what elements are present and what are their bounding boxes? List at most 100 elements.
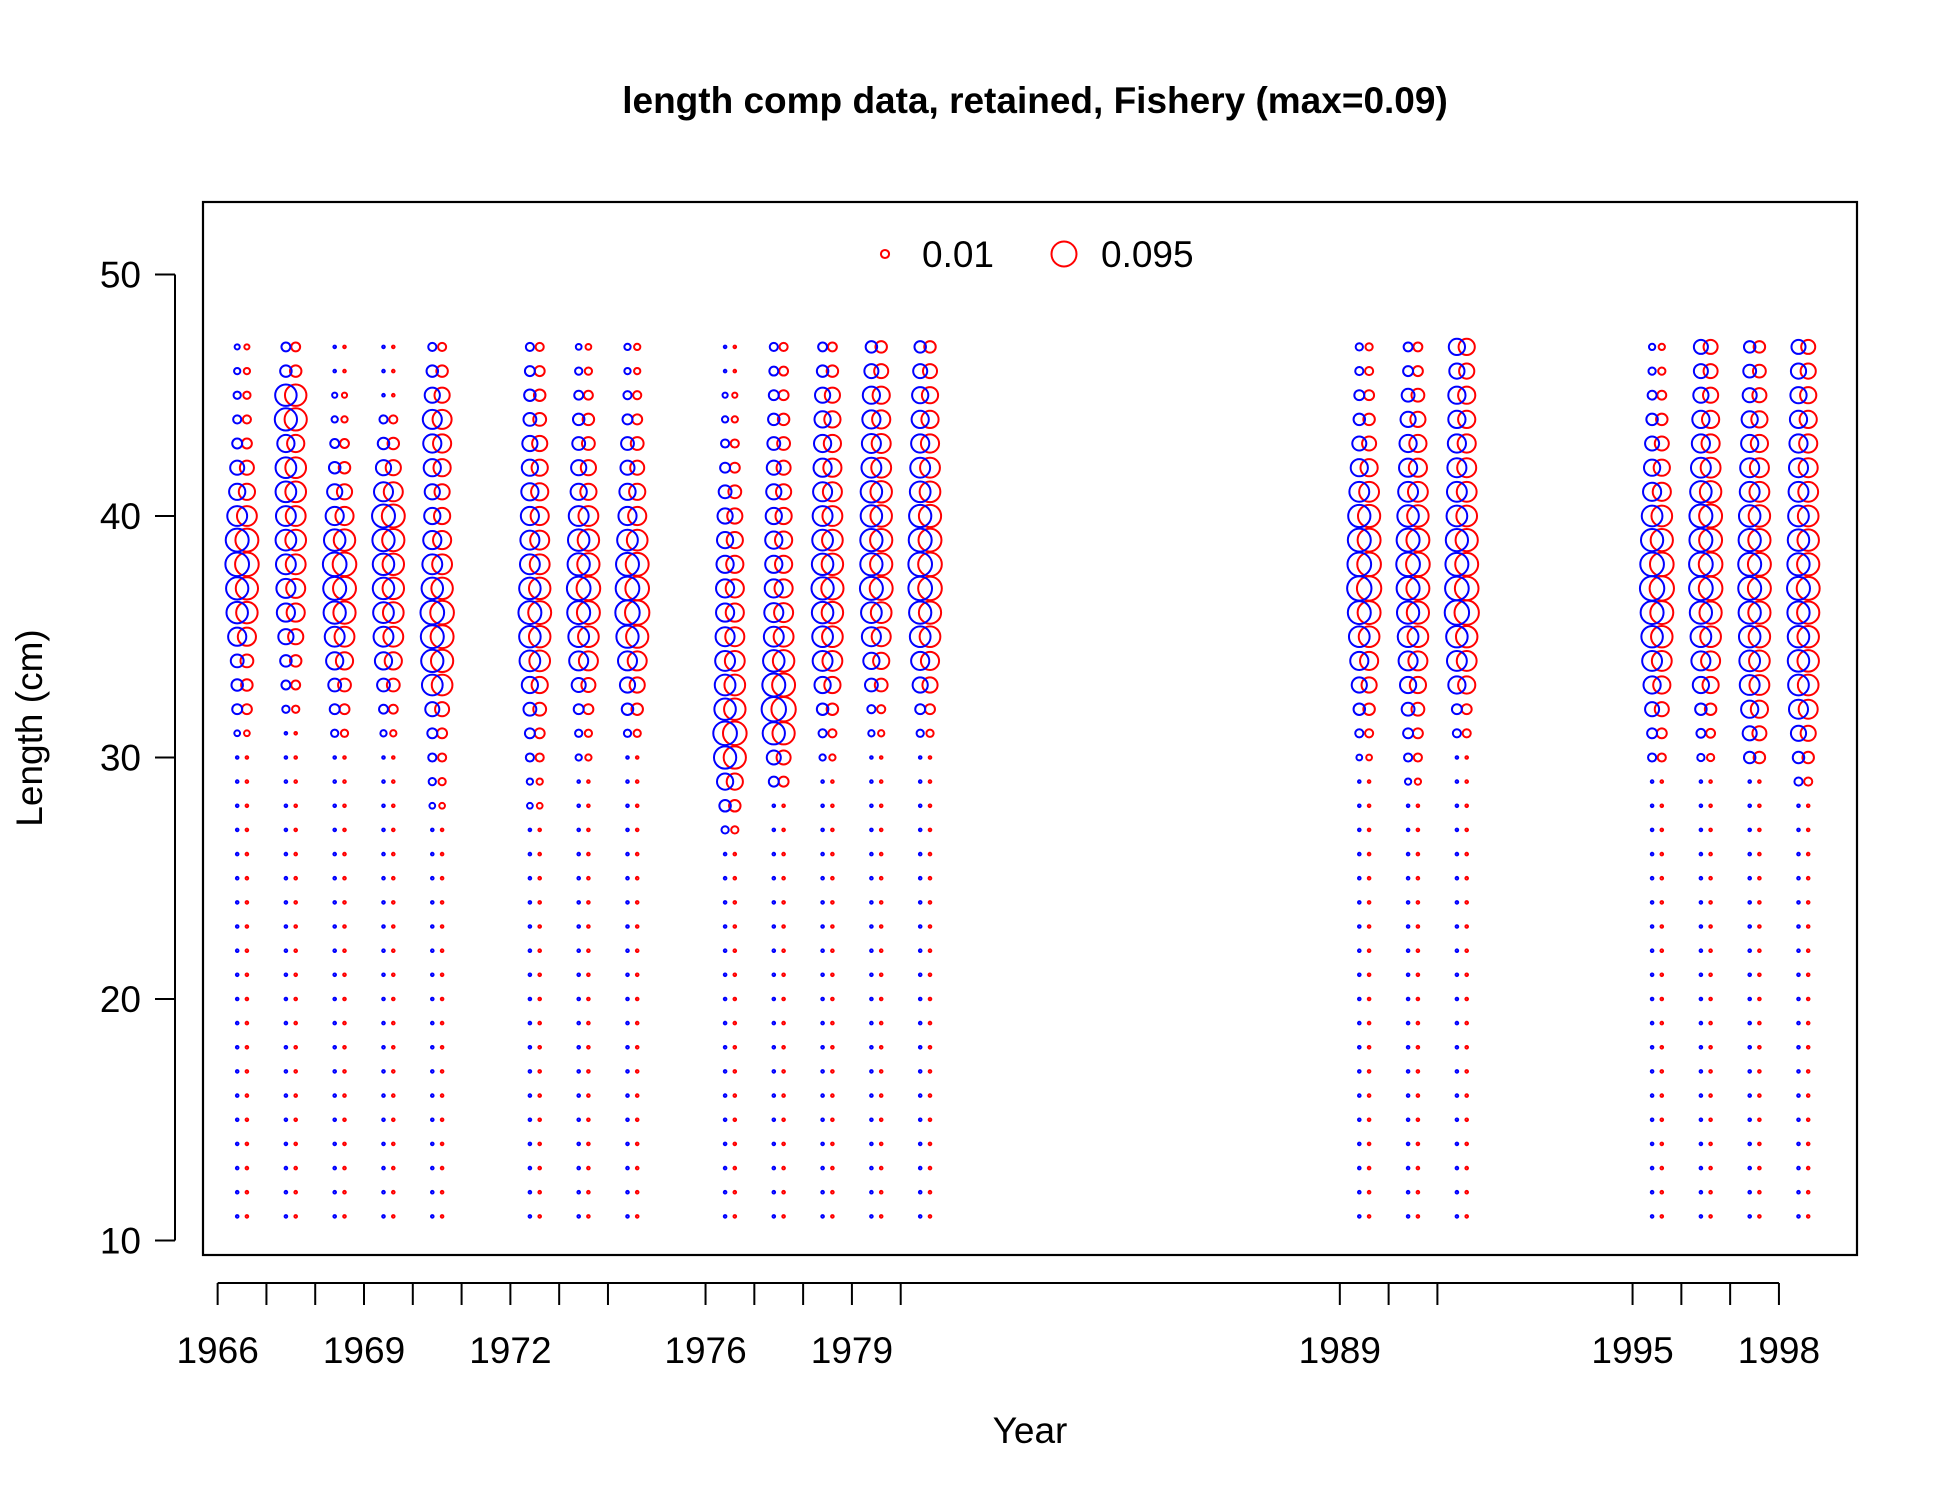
bubble-expected — [622, 728, 633, 738]
bubble-observed — [342, 851, 347, 857]
bubble-observed — [1456, 457, 1478, 479]
bubble-observed — [629, 436, 645, 451]
bubble-observed — [878, 875, 884, 881]
bubble-expected — [1396, 625, 1420, 649]
bubble-observed — [535, 777, 544, 786]
bubble-observed — [340, 391, 349, 399]
bubble-observed — [627, 505, 648, 527]
bubble-expected — [771, 803, 777, 809]
bubble-expected — [381, 948, 386, 954]
bubble-expected — [618, 482, 637, 501]
bubble-expected — [917, 1093, 923, 1098]
bubble-observed — [1464, 1214, 1469, 1219]
bubble-expected — [1405, 803, 1411, 809]
bubble-observed — [384, 459, 402, 477]
bubble-observed — [626, 650, 648, 672]
bubble-expected — [283, 1117, 289, 1123]
bubble-expected — [917, 779, 923, 784]
bubble-observed — [927, 1069, 933, 1074]
bubble-expected — [1357, 1141, 1362, 1147]
bubble-expected — [381, 1045, 386, 1050]
bubble-observed — [927, 1020, 933, 1026]
bubble-expected — [911, 676, 929, 694]
bubble-observed — [1361, 435, 1378, 452]
bubble-observed — [830, 1117, 835, 1123]
bubble-observed — [1752, 340, 1767, 354]
bubble-expected — [908, 625, 932, 649]
x-tick-label: 1995 — [1591, 1330, 1673, 1371]
bubble-expected — [767, 775, 780, 788]
bubble-expected — [1649, 1093, 1655, 1098]
bubble-observed — [732, 1069, 738, 1074]
bubble-expected — [1454, 900, 1460, 905]
bubble-expected — [1446, 457, 1468, 479]
bubble-expected — [1786, 552, 1811, 577]
bubble-expected — [1796, 924, 1801, 929]
bubble-expected — [1796, 900, 1801, 905]
bubble-observed — [1796, 673, 1820, 697]
bubble-expected — [1349, 650, 1370, 671]
bubble-observed — [869, 601, 893, 624]
x-tick-label: 1979 — [811, 1330, 893, 1371]
bubble-expected — [430, 1045, 435, 1050]
bubble-expected — [332, 1045, 338, 1050]
bubble-expected — [422, 530, 443, 551]
bubble-observed — [1757, 948, 1762, 954]
bubble-observed — [532, 701, 548, 717]
bubble-expected — [576, 1165, 582, 1171]
bubble-expected — [283, 1214, 289, 1219]
bubble-observed — [830, 851, 835, 857]
bubble-observed — [634, 972, 640, 978]
bubble-expected — [420, 576, 445, 601]
bubble-expected — [771, 1214, 777, 1219]
bubble-expected — [813, 410, 832, 429]
bubble-observed — [1364, 342, 1374, 352]
bubble-observed — [830, 1214, 835, 1219]
bubble-expected — [1454, 1189, 1460, 1195]
bubble-expected — [813, 675, 832, 695]
bubble-observed — [634, 1189, 640, 1195]
bubble-expected — [722, 900, 728, 905]
bubble-expected — [625, 1069, 630, 1074]
bubble-observed — [391, 1165, 396, 1171]
bubble-expected — [1640, 624, 1664, 649]
bubble-expected — [576, 1093, 582, 1098]
bubble-expected — [718, 799, 732, 813]
bubble-expected — [274, 528, 298, 552]
bubble-expected — [1737, 624, 1762, 649]
bubble-expected — [771, 924, 777, 929]
legend-label-large: 0.095 — [1101, 234, 1194, 275]
bubble-expected — [332, 1093, 338, 1098]
bubble-expected — [1454, 1165, 1460, 1171]
bubble-expected — [625, 1165, 630, 1171]
bubble-observed — [1653, 701, 1670, 718]
bubble-expected — [576, 924, 582, 929]
bubble-expected — [1357, 948, 1362, 954]
bubble-observed — [1702, 363, 1719, 380]
x-tick-label: 1998 — [1738, 1330, 1820, 1371]
bubble-expected — [567, 505, 590, 527]
bubble-observed — [391, 344, 396, 350]
bubble-observed — [918, 480, 942, 504]
bubble-observed — [878, 924, 884, 929]
bubble-observed — [586, 1045, 591, 1050]
bubble-expected — [768, 365, 780, 377]
bubble-observed — [537, 1189, 543, 1195]
bubble-observed — [284, 528, 308, 552]
bubble-observed — [1708, 1045, 1713, 1050]
bubble-expected — [1357, 803, 1362, 809]
bubble-expected — [1640, 504, 1664, 528]
bubble-observed — [822, 457, 843, 478]
bubble-expected — [234, 1069, 240, 1074]
bubble-expected — [1405, 827, 1411, 833]
bubble-expected — [820, 1141, 825, 1147]
bubble-observed — [634, 948, 640, 954]
bubble-observed — [584, 753, 593, 762]
bubble-expected — [234, 1189, 240, 1195]
bubble-observed — [293, 1141, 299, 1147]
bubble-observed — [1757, 803, 1762, 809]
bubble-expected — [332, 875, 338, 881]
bubble-expected — [332, 1069, 338, 1074]
bubble-expected — [1644, 701, 1661, 718]
bubble-observed — [1659, 948, 1665, 954]
